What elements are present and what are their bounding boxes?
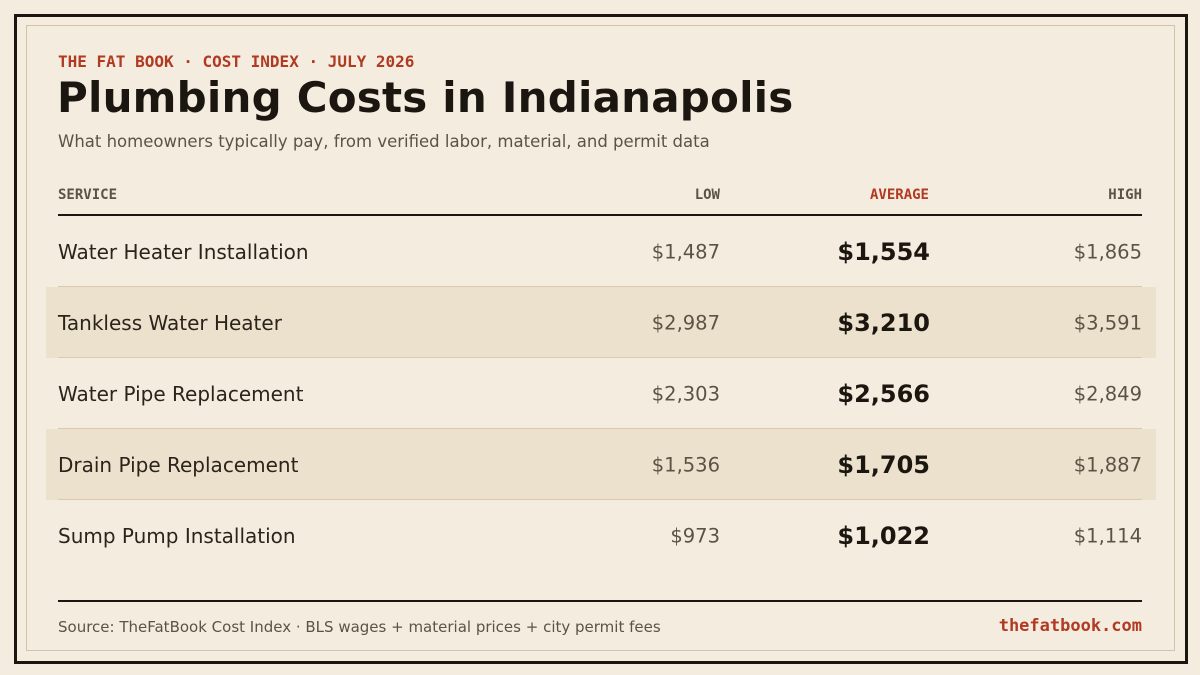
service-name: Sump Pump Installation [58, 523, 296, 548]
service-name: Tankless Water Heater [58, 310, 282, 335]
column-header-average: AVERAGE [869, 187, 929, 203]
row-divider [58, 428, 1142, 429]
page-title: Plumbing Costs in Indianapolis [57, 73, 794, 122]
source-note: Source: TheFatBook Cost Index · BLS wage… [58, 618, 661, 636]
column-header-low: LOW [694, 187, 720, 203]
cost-table: Water Heater Installation $1,487 $1,554 … [46, 216, 1156, 571]
service-name: Drain Pipe Replacement [58, 452, 299, 477]
column-header-service: SERVICE [58, 187, 118, 203]
high-cost: $1,887 [1073, 453, 1142, 476]
table-row: Water Pipe Replacement $2,303 $2,566 $2,… [46, 358, 1156, 429]
page-subtitle: What homeowners typically pay, from veri… [58, 132, 710, 151]
low-cost: $1,536 [651, 453, 720, 476]
inner-frame [26, 25, 1175, 651]
high-cost: $2,849 [1073, 382, 1142, 405]
table-row: Sump Pump Installation $973 $1,022 $1,11… [46, 500, 1156, 571]
outer-frame [14, 14, 1188, 664]
table-row: Drain Pipe Replacement $1,536 $1,705 $1,… [46, 429, 1156, 500]
table-row: Tankless Water Heater $2,987 $3,210 $3,5… [46, 287, 1156, 358]
average-cost: $1,022 [837, 521, 930, 550]
high-cost: $1,865 [1073, 240, 1142, 263]
average-cost: $3,210 [837, 308, 930, 337]
average-cost: $1,705 [837, 450, 930, 479]
row-divider [58, 357, 1142, 358]
average-cost: $1,554 [837, 237, 930, 266]
header-divider [58, 214, 1142, 216]
average-cost: $2,566 [837, 379, 930, 408]
high-cost: $1,114 [1073, 524, 1142, 547]
row-divider [58, 286, 1142, 287]
service-name: Water Heater Installation [58, 239, 309, 264]
table-row: Water Heater Installation $1,487 $1,554 … [46, 216, 1156, 287]
low-cost: $2,303 [651, 382, 720, 405]
high-cost: $3,591 [1073, 311, 1142, 334]
low-cost: $1,487 [651, 240, 720, 263]
low-cost: $973 [670, 524, 720, 547]
service-name: Water Pipe Replacement [58, 381, 304, 406]
site-link[interactable]: thefatbook.com [998, 616, 1142, 636]
row-divider [58, 499, 1142, 500]
column-header-high: HIGH [1108, 187, 1142, 203]
footer-divider [58, 600, 1142, 602]
eyebrow-label: THE FAT BOOK · COST INDEX · JULY 2026 [58, 52, 415, 71]
low-cost: $2,987 [651, 311, 720, 334]
